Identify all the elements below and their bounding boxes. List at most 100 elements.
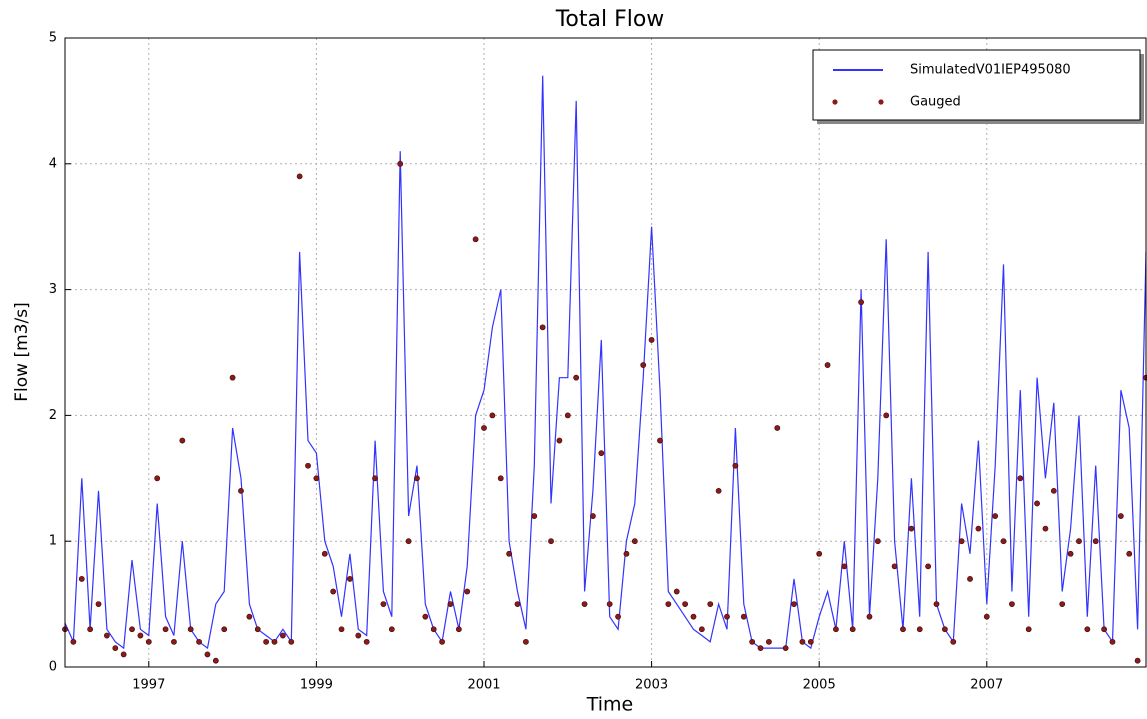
data-point: [1050, 487, 1057, 494]
data-point: [296, 173, 303, 180]
data-point: [229, 374, 236, 381]
data-point: [522, 638, 529, 645]
data-point: [221, 626, 228, 633]
data-point: [246, 613, 253, 620]
data-point: [573, 374, 580, 381]
data-point: [941, 626, 948, 633]
data-point: [330, 588, 337, 595]
data-point: [824, 362, 831, 368]
data-point: [606, 601, 613, 607]
data-point: [388, 626, 395, 633]
data-point: [841, 563, 848, 570]
data-point: [849, 626, 856, 633]
data-point: [288, 638, 295, 645]
data-point: [732, 462, 739, 469]
data-point: [631, 538, 638, 545]
data-point: [154, 475, 161, 482]
data-point: [958, 538, 965, 545]
data-point: [858, 299, 864, 306]
data-point: [900, 626, 906, 633]
data-point: [992, 513, 999, 519]
data-point: [548, 538, 554, 545]
data-point: [657, 437, 663, 444]
data-point: [187, 626, 194, 633]
data-point: [673, 588, 680, 595]
x-tick-label: 2001: [467, 678, 500, 693]
data-point: [791, 601, 797, 607]
data-point: [279, 632, 286, 639]
x-tick-label: 2003: [635, 678, 668, 693]
y-tick-label: 2: [49, 408, 57, 423]
x-tick-label: 2007: [970, 678, 1003, 693]
data-point: [1134, 657, 1141, 664]
data-point: [1017, 475, 1024, 482]
data-point: [874, 538, 881, 545]
data-point: [514, 601, 521, 607]
data-point: [1084, 626, 1091, 633]
y-tick-label: 3: [49, 282, 57, 297]
data-point: [590, 513, 596, 519]
data-point: [447, 601, 454, 607]
data-point: [967, 576, 973, 582]
data-point: [321, 550, 328, 557]
data-point: [623, 550, 630, 557]
data-point: [120, 651, 127, 658]
data-point: [933, 601, 940, 607]
data-point: [1034, 500, 1040, 507]
data-point: [925, 563, 932, 570]
data-point: [212, 657, 219, 664]
data-point: [196, 638, 202, 645]
data-point: [472, 236, 479, 243]
data-point: [1109, 638, 1116, 645]
data-point: [204, 651, 211, 658]
data-point: [581, 601, 588, 607]
data-point: [916, 626, 923, 633]
data-point: [254, 626, 261, 633]
data-point: [439, 638, 445, 645]
y-tick-label: 0: [49, 660, 57, 675]
data-point: [531, 513, 538, 519]
legend-dot: [878, 99, 884, 105]
data-point: [455, 626, 462, 633]
data-point: [263, 638, 270, 645]
data-point: [975, 525, 982, 532]
data-point: [740, 613, 747, 620]
data-point: [1101, 626, 1108, 633]
data-point: [103, 632, 110, 639]
data-point: [757, 645, 764, 652]
data-point: [271, 638, 278, 645]
data-point: [539, 324, 546, 331]
y-tick-label: 1: [49, 534, 57, 549]
data-point: [313, 475, 320, 482]
x-tick-label: 2005: [803, 678, 836, 693]
data-point: [464, 588, 471, 595]
data-point: [807, 638, 814, 645]
data-point: [305, 462, 311, 469]
data-point: [799, 638, 806, 645]
chart-title: Total Flow: [555, 7, 665, 32]
data-point: [1117, 513, 1124, 519]
data-point: [715, 487, 722, 494]
data-point: [782, 645, 789, 652]
data-point: [481, 425, 487, 431]
data-point: [556, 437, 563, 444]
data-point: [598, 450, 605, 457]
data-point: [238, 487, 244, 494]
data-point: [774, 425, 781, 431]
data-point: [179, 437, 186, 444]
data-point: [397, 160, 404, 167]
data-point: [162, 626, 169, 633]
data-point: [724, 613, 730, 620]
data-point: [690, 613, 697, 620]
plot-frame: [64, 37, 1147, 668]
data-point: [506, 550, 513, 557]
data-point: [908, 525, 915, 532]
data-point: [372, 475, 378, 482]
legend-label: SimulatedV01IEP495080: [910, 63, 1071, 78]
data-point: [414, 475, 420, 482]
data-point: [405, 538, 412, 545]
series-line: [64, 75, 1147, 650]
data-point: [380, 601, 387, 607]
data-point: [112, 645, 119, 652]
